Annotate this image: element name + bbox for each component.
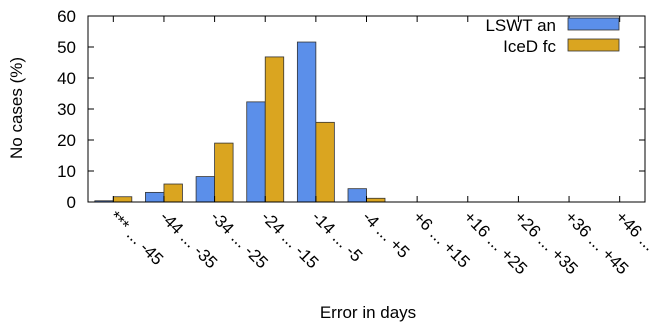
bar-iced-fc-4 xyxy=(315,121,335,203)
bars-layer xyxy=(94,41,386,203)
y-tick-label: 40 xyxy=(57,69,76,88)
y-axis-label: No cases (%) xyxy=(7,57,26,159)
x-axis-label: Error in days xyxy=(320,303,416,322)
bar-lswt-an-1 xyxy=(145,191,165,203)
bar-lswt-an-5 xyxy=(347,188,367,203)
bar-iced-fc-2 xyxy=(214,142,234,203)
bar-iced-fc-5 xyxy=(366,197,386,203)
legend-label: LSWT an xyxy=(485,16,556,35)
bar-iced-fc-0 xyxy=(112,196,133,203)
x-tick-label: *** ... -45 xyxy=(105,207,167,269)
bar-lswt-an-4 xyxy=(296,41,317,203)
bar-lswt-an-3 xyxy=(246,101,266,203)
legend: LSWT an IceD fc xyxy=(485,16,620,56)
y-tick-label: 10 xyxy=(57,162,76,181)
y-tick-label: 30 xyxy=(57,100,76,119)
bar-iced-fc-3 xyxy=(264,56,285,203)
legend-label: IceD fc xyxy=(503,37,556,56)
legend-swatch xyxy=(567,17,620,31)
plot-frame xyxy=(87,15,646,203)
y-tick-label: 50 xyxy=(57,38,76,57)
x-axis: *** ... -45-44 ... -35-34 ... -25-24 ...… xyxy=(105,16,650,278)
y-axis: 0 10 20 30 40 50 60 xyxy=(57,7,645,212)
legend-swatch xyxy=(567,38,620,52)
bar-iced-fc-1 xyxy=(163,183,183,203)
bar-lswt-an-2 xyxy=(195,176,215,203)
y-tick-label: 0 xyxy=(67,193,76,212)
y-tick-label: 20 xyxy=(57,131,76,150)
y-tick-label: 60 xyxy=(57,7,76,26)
x-tick-label: -4 ... +5 xyxy=(359,207,414,262)
